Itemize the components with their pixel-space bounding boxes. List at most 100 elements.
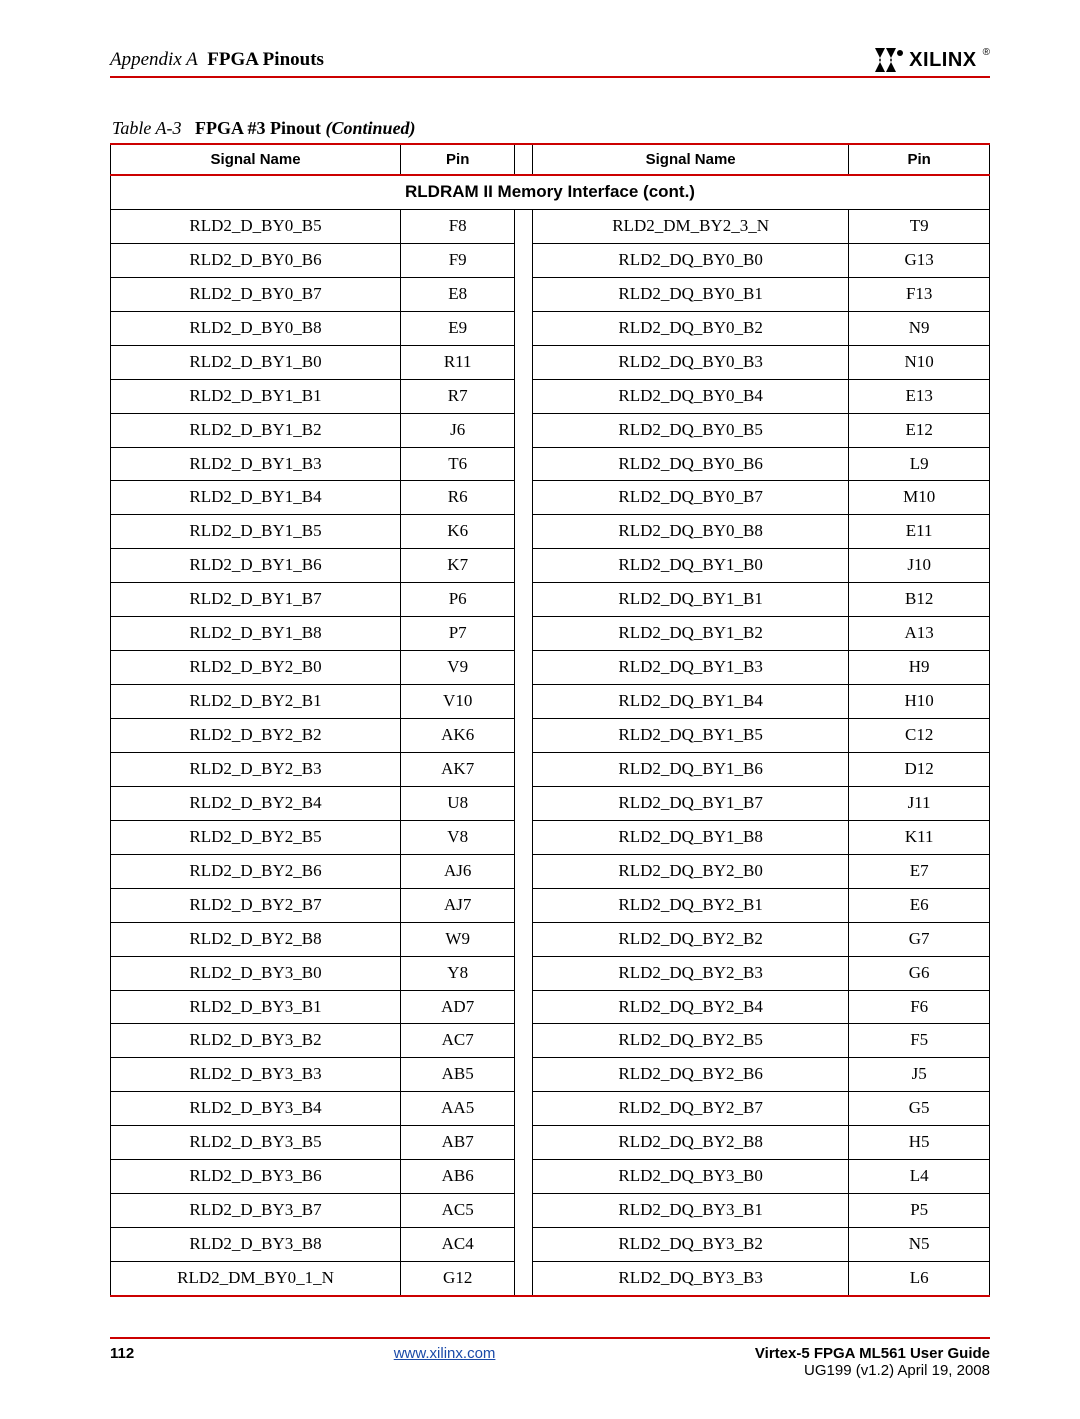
pin-left-cell: E9 <box>401 311 515 345</box>
pin-right-cell: L9 <box>849 447 990 481</box>
signal-left-cell: RLD2_D_BY1_B2 <box>111 413 401 447</box>
gap-cell <box>515 1126 533 1160</box>
table-row: RLD2_D_BY1_B0R11RLD2_DQ_BY0_B3N10 <box>111 345 990 379</box>
pin-left-cell: AB5 <box>401 1058 515 1092</box>
pin-left-cell: AB6 <box>401 1160 515 1194</box>
gap-cell <box>515 752 533 786</box>
xilinx-logo: XILINX® <box>875 48 990 72</box>
footer-right: Virtex-5 FPGA ML561 User Guide UG199 (v1… <box>755 1345 990 1379</box>
signal-left-cell: RLD2_D_BY2_B0 <box>111 651 401 685</box>
signal-left-cell: RLD2_D_BY0_B8 <box>111 311 401 345</box>
signal-left-cell: RLD2_D_BY3_B0 <box>111 956 401 990</box>
gap-cell <box>515 1024 533 1058</box>
table-label: Table A-3 <box>112 118 182 138</box>
signal-left-cell: RLD2_D_BY0_B6 <box>111 243 401 277</box>
signal-right-cell: RLD2_DQ_BY3_B3 <box>532 1262 848 1296</box>
pin-right-cell: J5 <box>849 1058 990 1092</box>
gap-cell <box>515 956 533 990</box>
signal-left-cell: RLD2_D_BY2_B6 <box>111 854 401 888</box>
section-title: FPGA Pinouts <box>207 49 324 70</box>
table-row: RLD2_D_BY0_B7E8RLD2_DQ_BY0_B1F13 <box>111 277 990 311</box>
pin-right-cell: J10 <box>849 549 990 583</box>
signal-left-cell: RLD2_D_BY2_B7 <box>111 888 401 922</box>
table-row: RLD2_D_BY0_B6F9RLD2_DQ_BY0_B0G13 <box>111 243 990 277</box>
signal-left-cell: RLD2_D_BY0_B7 <box>111 277 401 311</box>
pin-left-cell: AK7 <box>401 752 515 786</box>
pin-left-cell: E8 <box>401 277 515 311</box>
signal-left-cell: RLD2_D_BY2_B5 <box>111 820 401 854</box>
section-title-cell: RLDRAM II Memory Interface (cont.) <box>111 175 990 209</box>
signal-right-cell: RLD2_DQ_BY2_B1 <box>532 888 848 922</box>
header-left: Appendix A FPGA Pinouts <box>110 49 324 71</box>
signal-left-cell: RLD2_D_BY1_B0 <box>111 345 401 379</box>
signal-left-cell: RLD2_D_BY3_B4 <box>111 1092 401 1126</box>
signal-right-cell: RLD2_DQ_BY2_B4 <box>532 990 848 1024</box>
pin-right-cell: B12 <box>849 583 990 617</box>
pin-right-cell: P5 <box>849 1194 990 1228</box>
signal-right-cell: RLD2_DQ_BY0_B1 <box>532 277 848 311</box>
signal-left-cell: RLD2_D_BY1_B1 <box>111 379 401 413</box>
pin-left-cell: V8 <box>401 820 515 854</box>
table-row: RLD2_D_BY2_B3AK7RLD2_DQ_BY1_B6D12 <box>111 752 990 786</box>
table-row: RLD2_D_BY3_B0Y8RLD2_DQ_BY2_B3G6 <box>111 956 990 990</box>
table-row: RLD2_D_BY1_B5K6RLD2_DQ_BY0_B8E11 <box>111 515 990 549</box>
signal-right-cell: RLD2_DQ_BY1_B2 <box>532 617 848 651</box>
signal-left-cell: RLD2_D_BY1_B4 <box>111 481 401 515</box>
pinout-table: Signal Name Pin Signal Name Pin RLDRAM I… <box>110 143 990 1297</box>
signal-left-cell: RLD2_D_BY1_B7 <box>111 583 401 617</box>
signal-right-cell: RLD2_DQ_BY0_B6 <box>532 447 848 481</box>
table-row: RLD2_D_BY1_B1R7RLD2_DQ_BY0_B4E13 <box>111 379 990 413</box>
pin-left-cell: K6 <box>401 515 515 549</box>
pin-right-cell: F6 <box>849 990 990 1024</box>
pin-right-cell: M10 <box>849 481 990 515</box>
signal-left-cell: RLD2_D_BY3_B3 <box>111 1058 401 1092</box>
footer-link[interactable]: www.xilinx.com <box>394 1345 496 1362</box>
gap-cell <box>515 447 533 481</box>
pin-left-cell: AJ6 <box>401 854 515 888</box>
pin-right-cell: C12 <box>849 719 990 753</box>
signal-right-cell: RLD2_DQ_BY2_B8 <box>532 1126 848 1160</box>
gap-cell <box>515 1194 533 1228</box>
pin-left-cell: W9 <box>401 922 515 956</box>
pin-right-cell: E11 <box>849 515 990 549</box>
pin-left-cell: AK6 <box>401 719 515 753</box>
pin-right-cell: J11 <box>849 786 990 820</box>
gap-cell <box>515 820 533 854</box>
gap-cell <box>515 922 533 956</box>
col-pin-right: Pin <box>849 144 990 175</box>
page-footer: 112 www.xilinx.com Virtex-5 FPGA ML561 U… <box>110 1345 990 1379</box>
gap-cell <box>515 617 533 651</box>
col-signal-left: Signal Name <box>111 144 401 175</box>
signal-right-cell: RLD2_DQ_BY3_B0 <box>532 1160 848 1194</box>
signal-right-cell: RLD2_DQ_BY2_B2 <box>532 922 848 956</box>
table-row: RLD2_D_BY1_B2J6RLD2_DQ_BY0_B5E12 <box>111 413 990 447</box>
pin-right-cell: D12 <box>849 752 990 786</box>
signal-right-cell: RLD2_DQ_BY1_B8 <box>532 820 848 854</box>
pin-left-cell: AC7 <box>401 1024 515 1058</box>
col-signal-right: Signal Name <box>532 144 848 175</box>
signal-right-cell: RLD2_DQ_BY1_B3 <box>532 651 848 685</box>
signal-right-cell: RLD2_DQ_BY1_B7 <box>532 786 848 820</box>
table-row: RLD2_D_BY1_B3T6RLD2_DQ_BY0_B6L9 <box>111 447 990 481</box>
gap-cell <box>515 651 533 685</box>
gap-cell <box>515 786 533 820</box>
pin-left-cell: R6 <box>401 481 515 515</box>
document-page: Appendix A FPGA Pinouts XILINX® Table A-… <box>0 0 1080 1419</box>
pin-left-cell: F9 <box>401 243 515 277</box>
table-row: RLD2_DM_BY0_1_NG12RLD2_DQ_BY3_B3L6 <box>111 1262 990 1296</box>
signal-left-cell: RLD2_D_BY1_B3 <box>111 447 401 481</box>
pin-right-cell: L6 <box>849 1262 990 1296</box>
pin-left-cell: V9 <box>401 651 515 685</box>
signal-right-cell: RLD2_DM_BY2_3_N <box>532 209 848 243</box>
xilinx-logo-text: XILINX <box>909 49 976 72</box>
section-row: RLDRAM II Memory Interface (cont.) <box>111 175 990 209</box>
footer-center: www.xilinx.com <box>134 1345 755 1379</box>
pin-left-cell: R7 <box>401 379 515 413</box>
signal-left-cell: RLD2_D_BY2_B2 <box>111 719 401 753</box>
table-row: RLD2_D_BY3_B8AC4RLD2_DQ_BY3_B2N5 <box>111 1228 990 1262</box>
pin-left-cell: AC5 <box>401 1194 515 1228</box>
signal-right-cell: RLD2_DQ_BY1_B1 <box>532 583 848 617</box>
col-pin-left: Pin <box>401 144 515 175</box>
gap-cell <box>515 481 533 515</box>
table-row: RLD2_D_BY3_B2AC7RLD2_DQ_BY2_B5F5 <box>111 1024 990 1058</box>
